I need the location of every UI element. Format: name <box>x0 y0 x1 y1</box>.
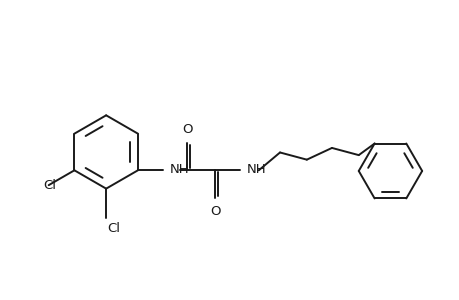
Text: O: O <box>209 205 220 218</box>
Text: O: O <box>182 123 192 136</box>
Text: NH: NH <box>246 163 266 176</box>
Text: NH: NH <box>169 163 189 176</box>
Text: Cl: Cl <box>44 179 56 192</box>
Text: Cl: Cl <box>107 222 120 235</box>
